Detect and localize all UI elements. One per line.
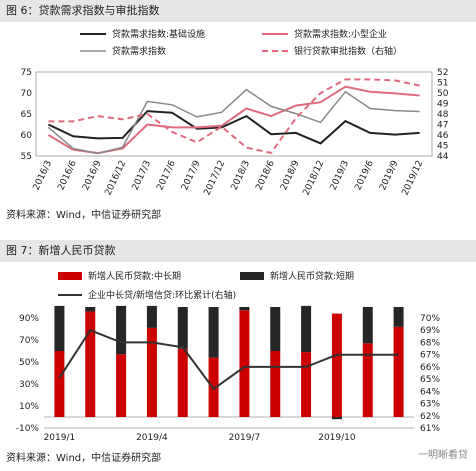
x-tick-label: 2016/6 xyxy=(56,159,79,192)
y2-tick-label: 61% xyxy=(420,424,440,434)
legend-label-3: 银行贷款审批指数（右轴） xyxy=(294,45,402,57)
bar-short xyxy=(54,305,65,351)
bar-short xyxy=(362,307,373,344)
y-tick-label: 55 xyxy=(21,152,32,162)
bar-midlong xyxy=(301,352,312,417)
legend-label-short: 新增人民币贷款:短期 xyxy=(270,270,354,282)
y2-tick-label: 51 xyxy=(437,79,448,89)
legend-label-1: 贷款需求指数:小型企业 xyxy=(294,28,387,40)
series-line-0 xyxy=(47,110,420,145)
y2-tick-label: 44 xyxy=(437,152,449,162)
bar-short xyxy=(116,305,127,355)
bar-short xyxy=(239,307,250,311)
bar-midlong xyxy=(362,343,373,417)
series-line-1 xyxy=(47,85,420,155)
x-tick-label: 2016/3 xyxy=(32,159,54,192)
fig6-source: 资料来源：Wind，中信证券研究部 xyxy=(6,210,162,221)
y-tick-label: 10% xyxy=(19,402,39,412)
y-tick-label: 70% xyxy=(19,336,39,346)
x-tick-label: 2019/6 xyxy=(353,159,376,192)
fig6-title: 图 6：贷款需求指数与审批指数 xyxy=(0,0,476,22)
x-tick-label: 2019/9 xyxy=(378,159,401,192)
bar-midlong xyxy=(393,326,404,417)
x-tick-label: 2017/9 xyxy=(180,159,203,192)
series-line-3 xyxy=(48,78,420,155)
y-tick-label: 30% xyxy=(19,380,39,390)
x-tick-label: 2017/3 xyxy=(131,159,153,192)
x-tick-label: 2019/7 xyxy=(229,433,261,443)
bar-midlong xyxy=(146,327,157,417)
ratio-line xyxy=(58,328,399,391)
bar-short xyxy=(85,307,96,312)
bar-midlong xyxy=(239,310,250,417)
y2-tick-label: 50 xyxy=(437,89,449,99)
x-tick-label: 2018/6 xyxy=(254,159,277,192)
y2-tick-label: 65% xyxy=(420,375,440,385)
legend-label-2: 贷款需求指数 xyxy=(112,45,166,57)
x-tick-label: 2017/12 xyxy=(202,159,227,197)
bar-midlong xyxy=(331,313,342,417)
legend-label-0: 贷款需求指数:基础设施 xyxy=(112,28,205,40)
y2-tick-label: 63% xyxy=(420,400,440,410)
bar-short xyxy=(393,307,404,327)
x-tick-label: 2016/12 xyxy=(103,159,128,197)
y-tick-label: -10% xyxy=(16,424,40,434)
bar-midlong xyxy=(177,348,188,417)
y2-tick-label: 49 xyxy=(437,100,449,110)
legend-swatch-midlong xyxy=(58,272,82,280)
y2-tick-label: 46 xyxy=(437,131,449,141)
y-tick-label: 65 xyxy=(21,110,32,120)
y2-tick-label: 68% xyxy=(420,338,440,348)
y2-tick-label: 67% xyxy=(420,351,440,361)
y-tick-label: 90% xyxy=(19,314,39,324)
x-tick-label: 2018/3 xyxy=(230,159,252,192)
x-tick-label: 2019/3 xyxy=(329,159,351,192)
bar-midlong xyxy=(116,354,127,417)
y2-tick-label: 47 xyxy=(437,121,448,131)
y2-tick-label: 64% xyxy=(420,387,440,397)
bar-short xyxy=(177,307,188,349)
y2-tick-label: 45 xyxy=(437,142,448,152)
x-tick-label: 2017/6 xyxy=(155,159,178,192)
bar-short xyxy=(208,307,219,358)
y-tick-label: 75 xyxy=(21,68,32,78)
fig7-source: 资料来源：Wind，中信证券研究部 xyxy=(6,453,162,464)
y2-tick-label: 52 xyxy=(437,68,448,78)
bar-short xyxy=(331,417,342,420)
x-tick-label: 2019/10 xyxy=(318,433,356,443)
y2-tick-label: 62% xyxy=(420,412,440,422)
y-tick-label: 50% xyxy=(19,358,39,368)
bar-midlong xyxy=(54,351,65,417)
y2-tick-label: 70% xyxy=(420,314,440,324)
legend-swatch-short xyxy=(240,272,264,280)
bar-short xyxy=(301,305,312,353)
legend-label-midlong: 新增人民币贷款:中长期 xyxy=(88,270,181,282)
bar-midlong xyxy=(85,311,96,417)
bar-short xyxy=(146,305,157,328)
legend-label-ratio: 企业中长贷/新增信贷:环比累计(右轴) xyxy=(88,289,236,301)
series-line-2 xyxy=(47,88,420,155)
fig7-title: 图 7：新增人民币贷款 xyxy=(0,240,476,262)
y-tick-label: 70 xyxy=(21,89,33,99)
plot-frame xyxy=(35,71,433,157)
y-tick-label: 60 xyxy=(21,131,33,141)
bar-short xyxy=(270,307,281,351)
watermark: 一明晰看贷 xyxy=(418,450,468,461)
x-tick-label: 2018/12 xyxy=(301,159,326,197)
x-tick-label: 2019/4 xyxy=(136,433,168,443)
y2-tick-label: 69% xyxy=(420,326,440,336)
x-tick-label: 2016/9 xyxy=(81,159,104,192)
y2-tick-label: 48 xyxy=(437,110,449,120)
x-tick-label: 2018/9 xyxy=(279,159,302,192)
new-rmb-loans-chart: -10% 10% 30% 50% 70% 90% 61% 62% 63% 64% 65% 66% 67%… xyxy=(16,270,441,443)
x-tick-label: 2019/12 xyxy=(400,159,425,197)
bar-midlong xyxy=(270,351,281,417)
x-tick-label: 2019/1 xyxy=(44,433,76,443)
y2-tick-label: 66% xyxy=(420,363,440,373)
